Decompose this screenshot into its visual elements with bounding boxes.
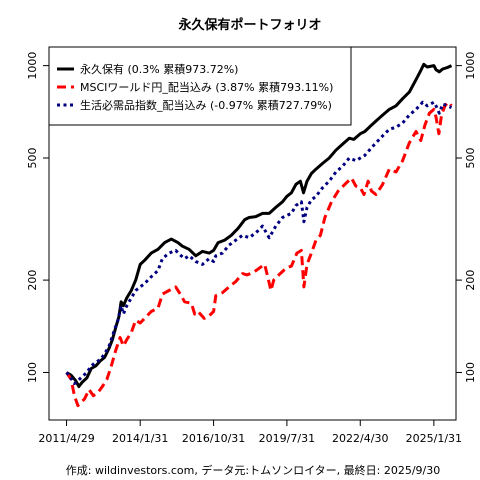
footer-source: 作成: wildinvestors.com, データ元:トムソンロイター, 最終…: [66, 463, 440, 477]
x-tick-label-5: 2022/4/30: [332, 432, 388, 445]
x-tick-label-6: 2025/1/31: [406, 432, 462, 445]
series-line-3: [65, 100, 453, 386]
y-tick-label-right-100: 100: [464, 362, 477, 383]
legend-label-1: 永久保有 (0.3% 累積973.72%): [80, 62, 238, 76]
legend-box: [48, 46, 352, 126]
y-tick-label-left-1000: 1000: [26, 52, 39, 80]
legend-label-2: MSCIワールド円_配当込み (3.87% 累積793.11%): [80, 80, 333, 94]
x-tick-label-1: 2011/4/29: [38, 432, 94, 445]
x-axis: 2011/4/29 2014/1/31 2016/10/31 2019/7/31 202…: [38, 420, 462, 445]
y-tick-label-left-100: 100: [26, 362, 39, 383]
y-tick-label-left-500: 500: [26, 147, 39, 168]
x-tick-label-3: 2016/10/31: [182, 432, 245, 445]
legend: 永久保有 (0.3% 累積973.72%) MSCIワールド円_配当込み (3.8…: [48, 46, 352, 126]
y-axis-right: 100 200 500 1000: [456, 52, 477, 383]
series-line-2: [65, 100, 453, 408]
plot-lines: [65, 62, 453, 408]
y-tick-label-left-200: 200: [26, 270, 39, 291]
chart-title: 永久保有ポートフォリオ: [177, 17, 321, 33]
y-tick-label-right-1000: 1000: [464, 52, 477, 80]
y-tick-label-right-500: 500: [464, 147, 477, 168]
x-tick-label-4: 2019/7/31: [259, 432, 315, 445]
y-axis-left: 100 200 500 1000: [26, 52, 49, 383]
series-line-1: [65, 62, 453, 388]
legend-label-3: 生活必需品指数_配当込み (-0.97% 累積727.79%): [80, 98, 332, 112]
y-tick-label-right-200: 200: [464, 270, 477, 291]
x-tick-label-2: 2014/1/31: [112, 432, 168, 445]
